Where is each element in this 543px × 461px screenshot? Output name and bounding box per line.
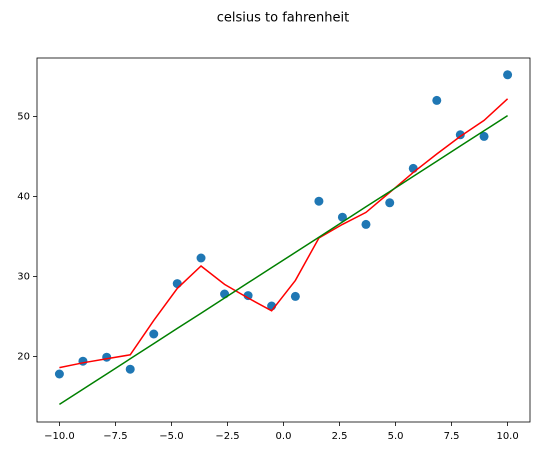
point xyxy=(125,364,135,374)
point xyxy=(503,70,513,80)
line xyxy=(59,98,509,369)
x-tick-label: 0.0 xyxy=(276,431,292,442)
y-tick-label: 40 xyxy=(17,191,30,202)
point xyxy=(102,352,112,362)
line xyxy=(59,114,508,406)
point xyxy=(455,130,465,140)
y-tick-label: 20 xyxy=(17,351,30,362)
axes-frame xyxy=(36,57,531,423)
point xyxy=(385,198,395,208)
chart-title: celsius to fahrenheit xyxy=(217,11,350,26)
point xyxy=(361,219,371,229)
x-tick-label: 2.5 xyxy=(332,431,348,442)
point xyxy=(314,196,324,206)
y-tick-label: 30 xyxy=(17,271,30,282)
point xyxy=(149,329,159,339)
x-tick-label: 5.0 xyxy=(388,431,404,442)
x-tick-label: −5.0 xyxy=(159,431,183,442)
x-tick-label: −10.0 xyxy=(44,431,75,442)
point xyxy=(196,253,206,263)
x-tick-label: −2.5 xyxy=(215,431,239,442)
point xyxy=(337,212,347,222)
x-tick-label: −7.5 xyxy=(103,431,127,442)
point xyxy=(479,131,489,141)
point xyxy=(432,95,442,105)
x-tick-label: 10.0 xyxy=(496,431,518,442)
y-tick-label: 50 xyxy=(17,111,30,122)
point xyxy=(290,291,300,301)
point xyxy=(172,279,182,289)
point xyxy=(54,369,64,379)
x-tick-label: 7.5 xyxy=(444,431,460,442)
point xyxy=(78,356,88,366)
point xyxy=(243,291,253,301)
